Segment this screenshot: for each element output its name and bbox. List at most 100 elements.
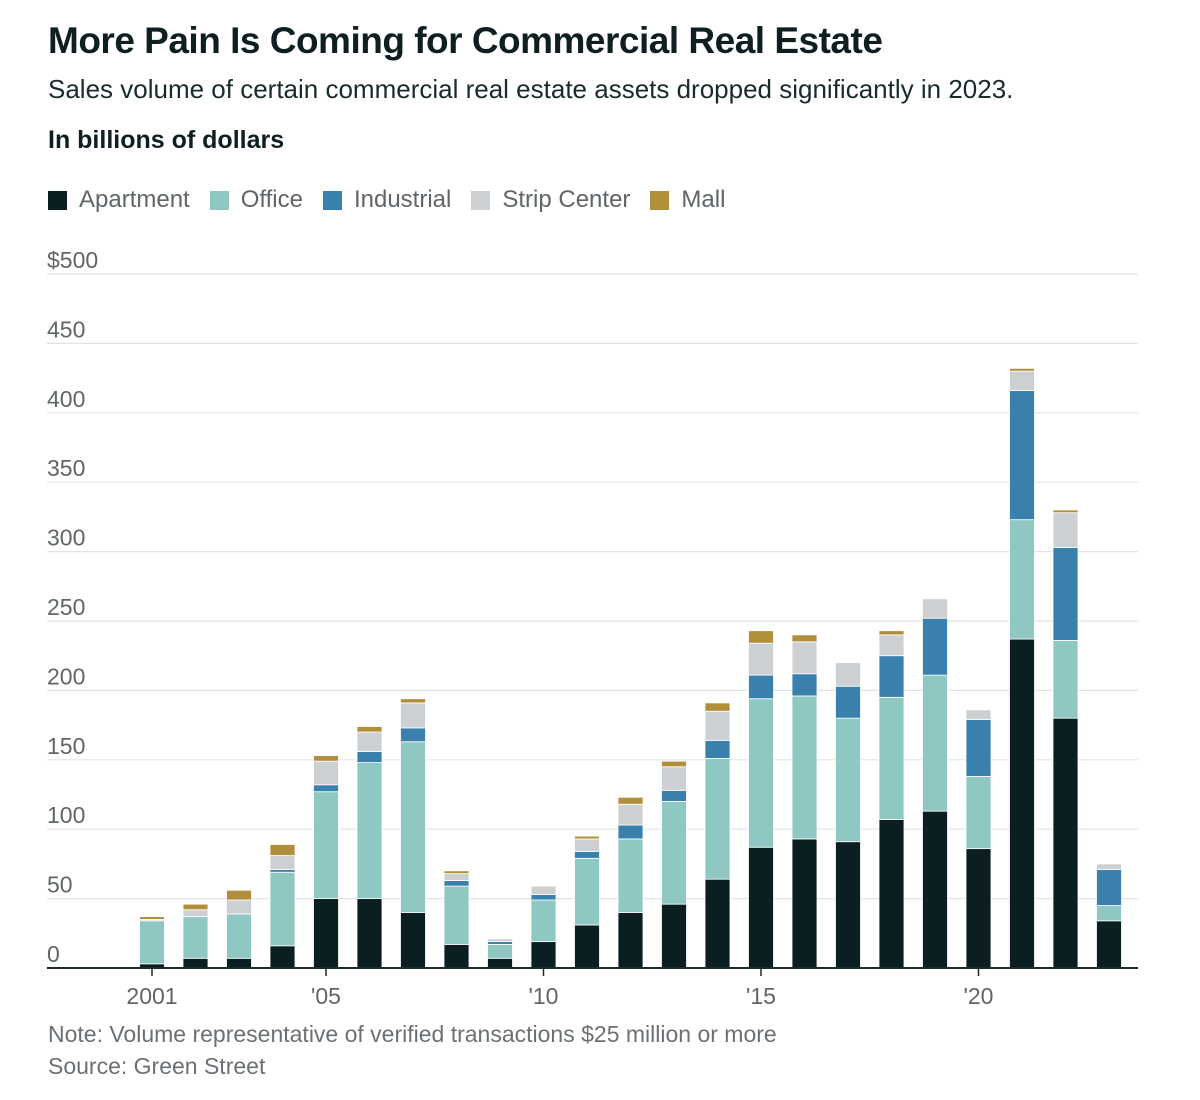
bar-2004-office bbox=[269, 871, 296, 947]
bar-2012-mall bbox=[617, 796, 644, 805]
bar-2008-strip-center bbox=[443, 873, 470, 881]
bar-2020-strip-center bbox=[965, 709, 992, 720]
bar-2006-strip-center bbox=[356, 731, 383, 752]
bar-2002-office bbox=[182, 916, 209, 959]
legend-label-office: Office bbox=[240, 186, 303, 213]
stacked-bar-chart: 0 50 100 150 200 250 300 350 400 450 $500 2001 '05 '1… bbox=[47, 247, 1138, 1009]
bar-2016-apartment bbox=[791, 838, 818, 969]
x-tick-label-2010: '10 bbox=[529, 983, 559, 1009]
bar-2004-apartment bbox=[269, 945, 296, 969]
bar-2012-apartment bbox=[617, 912, 644, 969]
bar-2009-strip-center bbox=[487, 938, 513, 943]
bar-2018-strip-center bbox=[878, 634, 905, 657]
bar-2005-strip-center bbox=[313, 760, 339, 786]
bar-2004-industrial bbox=[269, 869, 296, 873]
bar-2005-office bbox=[313, 791, 339, 899]
gridlines bbox=[47, 273, 1138, 900]
legend-label-apartment: Apartment bbox=[79, 186, 190, 213]
y-tick-label-250: 250 bbox=[47, 594, 85, 620]
bar-2021-strip-center bbox=[1009, 370, 1035, 391]
bar-2019-office bbox=[922, 674, 948, 812]
legend-label-industrial: Industrial bbox=[353, 186, 452, 213]
bar-2013-strip-center bbox=[661, 766, 687, 791]
legend-swatch-mall bbox=[650, 190, 670, 210]
bar-2015-office bbox=[748, 698, 774, 848]
bar-2018-office bbox=[878, 696, 905, 820]
bar-2008-office bbox=[443, 885, 470, 945]
bar-2022-strip-center bbox=[1052, 512, 1079, 548]
bar-2021-industrial bbox=[1009, 390, 1035, 521]
bar-2012-strip-center bbox=[617, 803, 644, 826]
bar-2017-apartment bbox=[835, 841, 861, 969]
bar-2020-apartment bbox=[965, 848, 992, 969]
bar-2012-industrial bbox=[617, 824, 644, 840]
bar-2022-mall bbox=[1052, 509, 1079, 514]
bar-2017-industrial bbox=[835, 685, 861, 719]
legend: Apartment Office Industrial Strip Center… bbox=[48, 186, 745, 214]
bar-2020-office bbox=[965, 776, 992, 850]
bar-2003-apartment bbox=[226, 957, 252, 969]
bar-2017-strip-center bbox=[835, 662, 861, 687]
legend-item-mall: Mall bbox=[650, 186, 725, 214]
bar-2021-office bbox=[1009, 519, 1035, 640]
bar-2016-office bbox=[791, 695, 818, 840]
bar-2003-mall bbox=[226, 889, 252, 901]
bar-2010-strip-center bbox=[530, 885, 557, 895]
bar-2023-office bbox=[1096, 905, 1122, 922]
legend-item-strip-center: Strip Center bbox=[471, 186, 630, 214]
bar-2006-apartment bbox=[356, 898, 383, 969]
bar-2006-office bbox=[356, 762, 383, 899]
bar-2004-strip-center bbox=[269, 855, 296, 870]
bar-2011-industrial bbox=[574, 851, 600, 859]
bar-2003-office bbox=[226, 913, 252, 959]
chart-note: Note: Volume representative of verified … bbox=[48, 1021, 777, 1047]
bar-2021-apartment bbox=[1009, 638, 1035, 969]
bar-2023-industrial bbox=[1096, 869, 1122, 906]
bar-2013-mall bbox=[661, 760, 687, 768]
bar-2019-industrial bbox=[922, 617, 948, 676]
bar-2014-strip-center bbox=[704, 710, 731, 741]
unit-label: In billions of dollars bbox=[48, 126, 285, 154]
y-tick-label-450: 450 bbox=[47, 316, 85, 342]
axes: 0 50 100 150 200 250 300 350 400 450 $500 2001 '05 '1… bbox=[47, 247, 1138, 1009]
legend-item-industrial: Industrial bbox=[322, 186, 452, 214]
bar-2013-office bbox=[661, 801, 687, 905]
bar-2022-apartment bbox=[1052, 717, 1079, 969]
legend-swatch-strip-center bbox=[471, 190, 491, 210]
bar-2014-apartment bbox=[704, 878, 731, 969]
bar-2002-strip-center bbox=[182, 909, 209, 918]
chart-title: More Pain Is Coming for Commercial Real … bbox=[48, 20, 883, 61]
bar-2011-strip-center bbox=[574, 838, 600, 852]
bar-2016-mall bbox=[791, 634, 818, 643]
y-tick-label-200: 200 bbox=[47, 663, 85, 689]
bar-2005-apartment bbox=[313, 898, 339, 969]
bar-2022-office bbox=[1052, 640, 1079, 719]
y-tick-label-300: 300 bbox=[47, 525, 85, 551]
bar-2016-industrial bbox=[791, 673, 818, 697]
legend-label-strip-center: Strip Center bbox=[502, 186, 631, 213]
bar-2001-office bbox=[139, 920, 165, 965]
bar-2006-mall bbox=[356, 726, 383, 733]
bar-2005-industrial bbox=[313, 784, 339, 793]
bar-2006-industrial bbox=[356, 751, 383, 763]
bar-2014-office bbox=[704, 758, 731, 880]
bar-2003-strip-center bbox=[226, 899, 252, 915]
bar-2009-apartment bbox=[487, 957, 513, 969]
chart-subtitle: Sales volume of certain commercial real … bbox=[48, 74, 1014, 104]
bar-2004-mall bbox=[269, 844, 296, 856]
bar-2010-industrial bbox=[530, 894, 557, 901]
bar-2009-industrial bbox=[487, 941, 513, 945]
legend-swatch-apartment bbox=[48, 190, 67, 210]
bar-2014-mall bbox=[704, 702, 731, 712]
bar-2013-apartment bbox=[661, 903, 687, 969]
bar-2002-apartment bbox=[182, 957, 209, 969]
y-tick-label-0: 0 bbox=[47, 941, 60, 967]
y-tick-label-350: 350 bbox=[47, 455, 85, 481]
bar-2007-industrial bbox=[400, 727, 426, 743]
bar-2005-mall bbox=[313, 755, 339, 762]
bar-2023-strip-center bbox=[1096, 863, 1122, 870]
bar-2011-apartment bbox=[574, 924, 600, 969]
y-tick-label-400: 400 bbox=[47, 386, 85, 412]
bar-2016-strip-center bbox=[791, 641, 818, 675]
legend-item-office: Office bbox=[209, 186, 303, 214]
